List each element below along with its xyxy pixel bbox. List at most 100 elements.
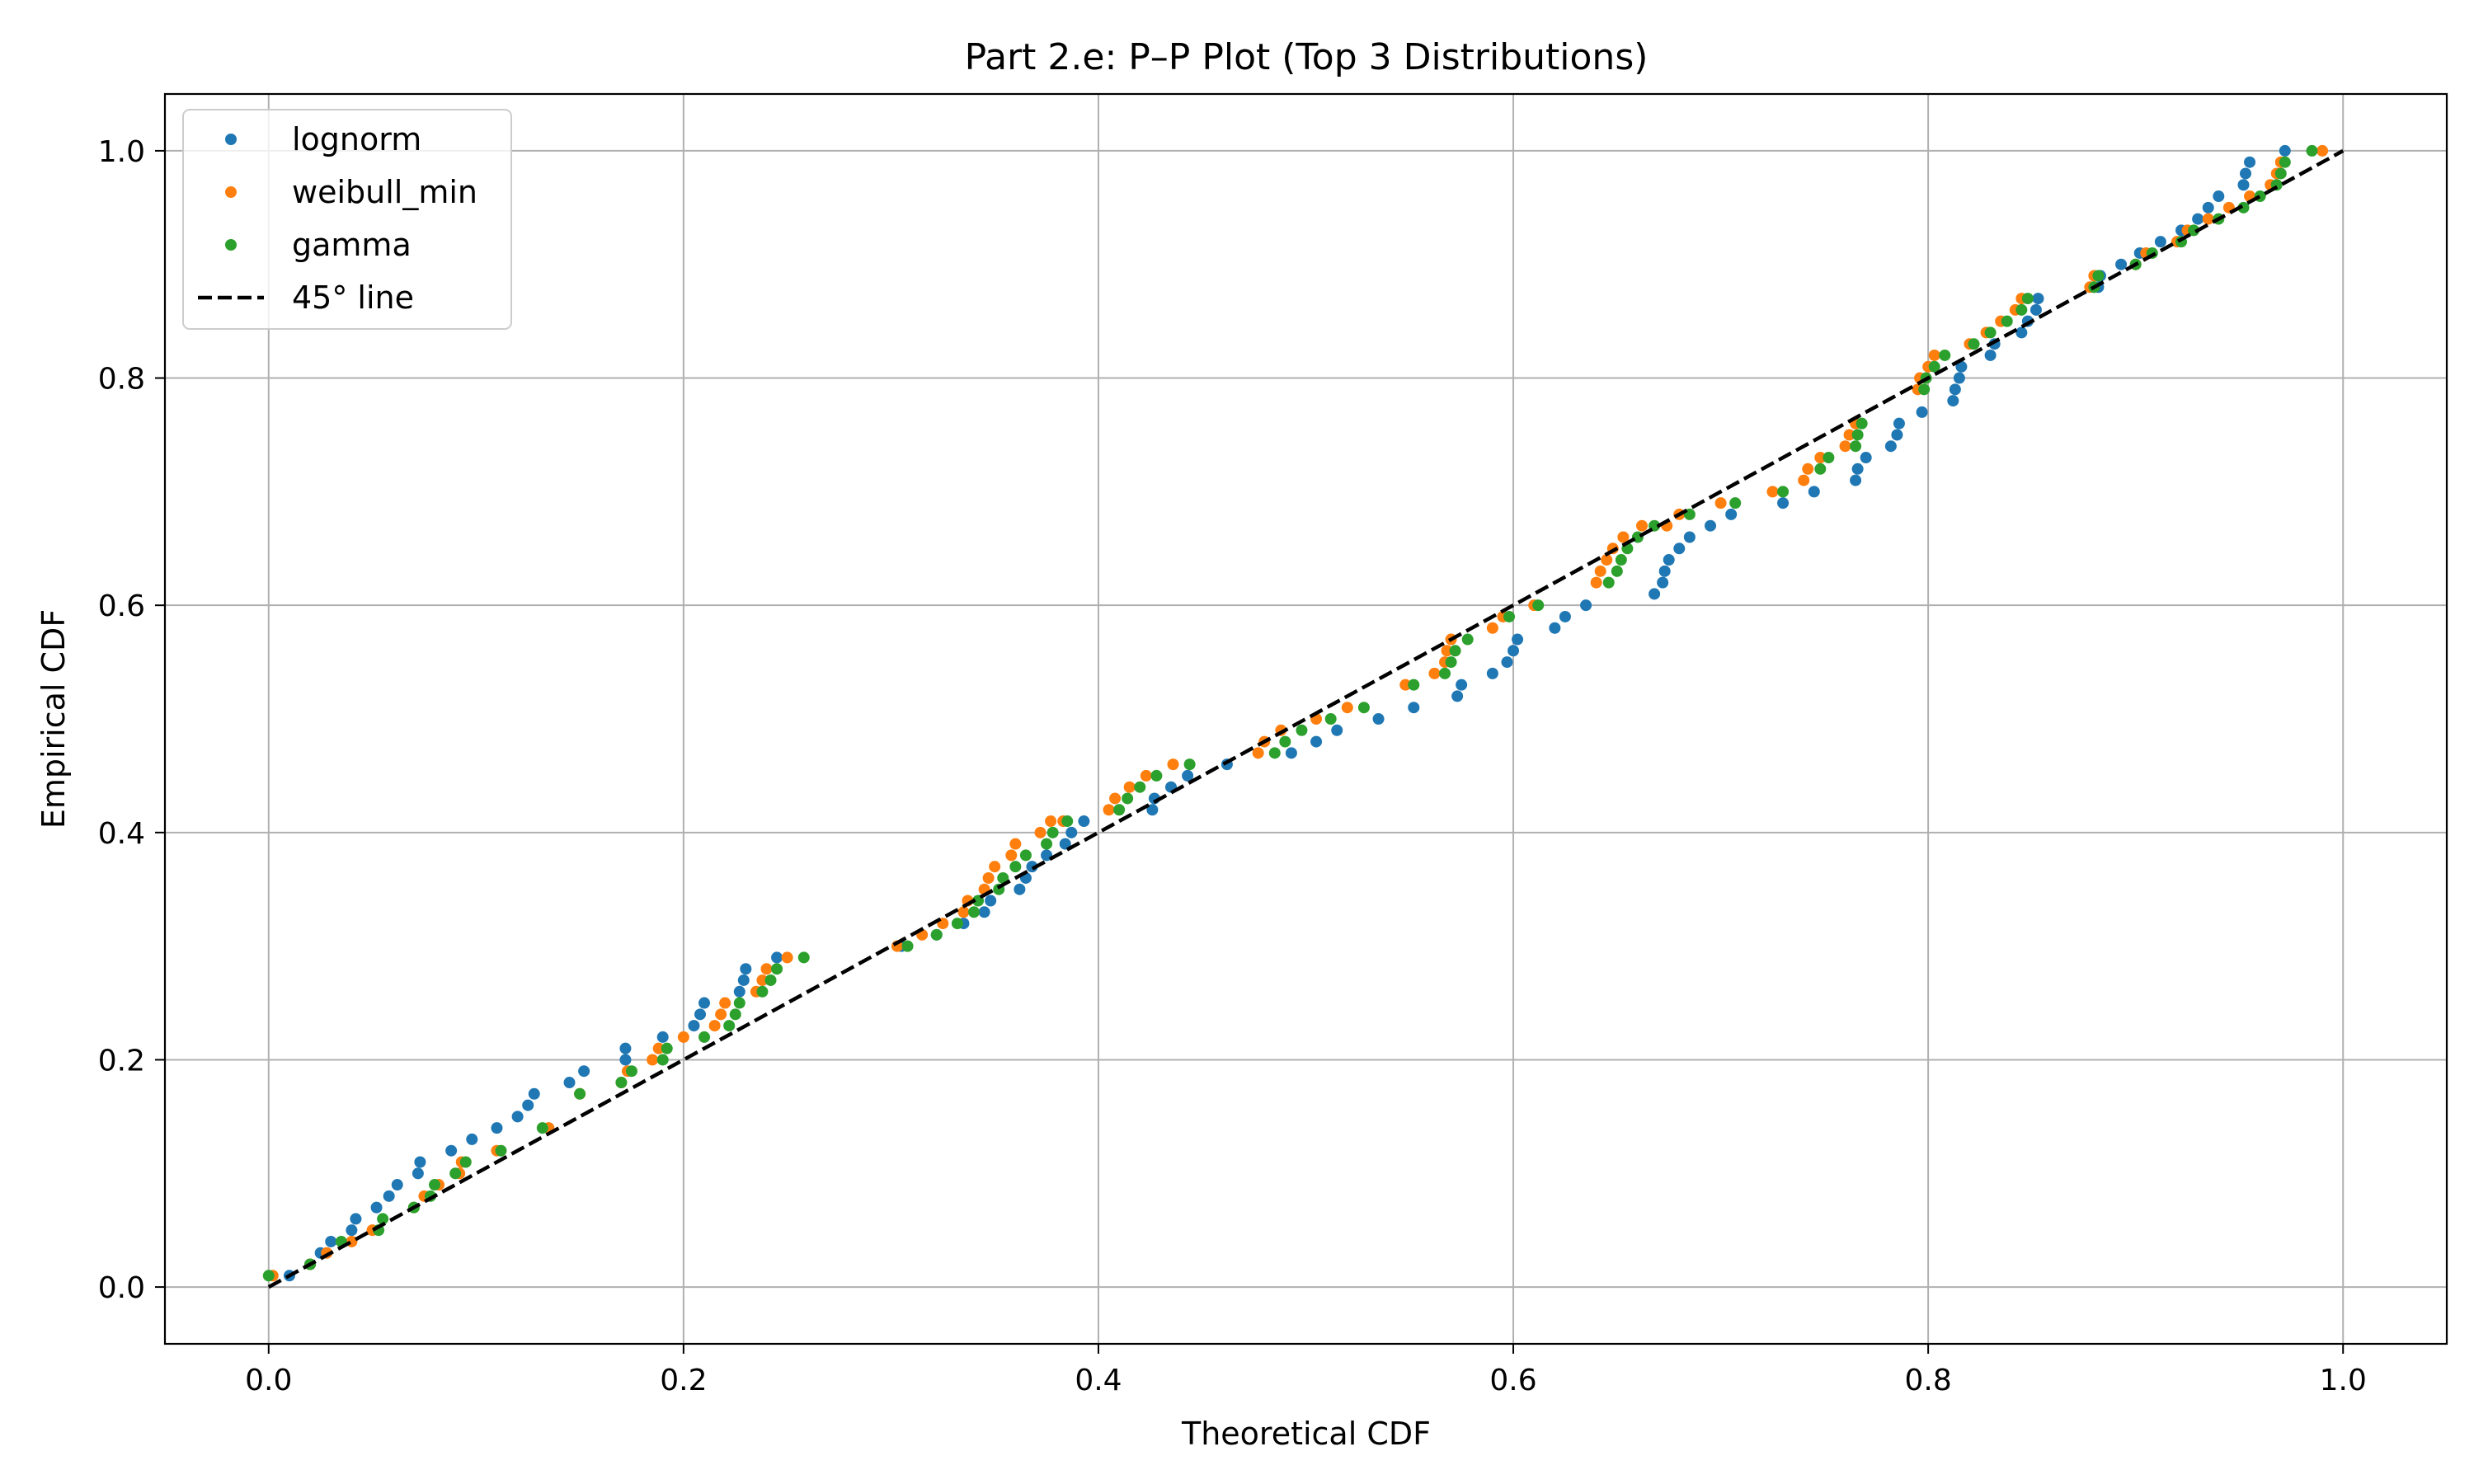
lognorm-point-97 <box>2240 167 2252 180</box>
lognorm-point-79 <box>1953 372 1965 384</box>
gamma-point-53 <box>1532 599 1545 612</box>
gamma-point-10 <box>495 1144 507 1157</box>
lognorm-point-10 <box>414 1156 426 1168</box>
gamma-point-71 <box>1939 349 1951 361</box>
weibull_min-point-33 <box>1005 849 1018 862</box>
gamma-point-15 <box>656 1054 669 1066</box>
lognorm-point-27 <box>740 963 752 975</box>
weibull_min-point-65 <box>1766 486 1779 498</box>
gamma-point-14 <box>625 1065 637 1078</box>
gamma-point-55 <box>1611 565 1623 577</box>
lognorm-point-20 <box>619 1042 632 1054</box>
gamma-point-82 <box>2188 224 2200 237</box>
lognorm-point-22 <box>688 1020 700 1032</box>
gamma-point-64 <box>1823 452 1835 464</box>
weibull_min-point-18 <box>708 1020 721 1032</box>
lognorm-point-51 <box>1451 690 1464 702</box>
weibull_min-point-51 <box>1441 645 1453 657</box>
gamma-point-41 <box>1183 758 1196 771</box>
gamma-point-4 <box>377 1213 389 1225</box>
gamma-point-78 <box>2092 270 2105 282</box>
lognorm-point-25 <box>733 985 745 998</box>
x-axis-label: Theoretical CDF <box>1181 1416 1431 1452</box>
lognorm-point-8 <box>391 1179 403 1191</box>
gamma-point-34 <box>1041 838 1053 850</box>
gamma-point-51 <box>1461 633 1474 646</box>
lognorm-point-15 <box>522 1099 534 1111</box>
gamma-point-48 <box>1439 667 1451 679</box>
gamma-point-17 <box>698 1031 711 1043</box>
weibull_min-point-19 <box>715 1008 727 1021</box>
gamma-point-28 <box>968 906 981 918</box>
weibull_min-point-36 <box>1045 815 1057 828</box>
lognorm-point-14 <box>511 1111 524 1123</box>
lognorm-point-73 <box>1884 440 1897 453</box>
gamma-point-87 <box>2274 167 2287 180</box>
lognorm-point-94 <box>2202 201 2214 214</box>
gamma-point-31 <box>997 871 1009 884</box>
gamma-point-42 <box>1268 747 1281 759</box>
gamma-point-84 <box>2237 201 2250 214</box>
gamma-point-23 <box>771 963 783 975</box>
lognorm-point-24 <box>698 997 711 1009</box>
lognorm-point-70 <box>1850 474 1862 486</box>
lognorm-point-36 <box>1026 861 1038 873</box>
gamma-point-37 <box>1113 804 1126 816</box>
weibull_min-point-38 <box>1103 804 1115 816</box>
lognorm-point-17 <box>563 1077 576 1089</box>
lognorm-point-33 <box>985 895 997 907</box>
weibull_min-point-41 <box>1140 769 1152 782</box>
lognorm-point-38 <box>1059 838 1071 850</box>
lognorm-point-62 <box>1658 565 1671 577</box>
gamma-point-72 <box>1968 338 1980 350</box>
x-tick-label-5: 1.0 <box>2320 1364 2367 1397</box>
gamma-point-74 <box>2001 315 2013 327</box>
weibull_min-point-66 <box>1798 474 1810 486</box>
lognorm-point-72 <box>1860 452 1872 464</box>
lognorm-point-44 <box>1182 769 1194 782</box>
lognorm-point-91 <box>2154 236 2166 248</box>
gamma-point-32 <box>1009 861 1022 873</box>
lognorm-point-99 <box>2279 144 2291 157</box>
gamma-point-52 <box>1503 610 1516 622</box>
lognorm-point-7 <box>383 1190 395 1202</box>
gamma-point-67 <box>1856 417 1868 430</box>
reference-line-45 <box>267 148 2345 1289</box>
weibull_min-point-69 <box>1839 440 1851 453</box>
lognorm-point-71 <box>1851 463 1864 475</box>
legend-swatch-lognorm <box>225 134 237 145</box>
gamma-point-75 <box>2015 303 2028 316</box>
weibull_min-point-61 <box>1636 519 1649 532</box>
y-tick-label-2: 0.4 <box>98 817 145 851</box>
lognorm-point-19 <box>619 1054 632 1066</box>
lognorm-point-50 <box>1408 702 1420 714</box>
gamma-point-24 <box>797 951 810 964</box>
lognorm-point-41 <box>1146 804 1159 816</box>
weibull_min-point-56 <box>1590 576 1602 589</box>
gamma-point-73 <box>1984 326 1997 339</box>
lognorm-point-16 <box>528 1087 540 1100</box>
gamma-point-43 <box>1279 735 1291 748</box>
lognorm-point-26 <box>737 974 750 986</box>
weibull_min-point-28 <box>957 906 970 918</box>
lognorm-point-53 <box>1486 667 1498 679</box>
gamma-point-22 <box>764 974 777 986</box>
lognorm-point-9 <box>412 1167 424 1180</box>
gamma-point-38 <box>1122 792 1134 805</box>
lognorm-point-40 <box>1078 815 1090 828</box>
gamma-point-36 <box>1061 815 1074 828</box>
lognorm-point-12 <box>466 1133 478 1145</box>
lognorm-point-3 <box>325 1235 337 1247</box>
lognorm-point-83 <box>2015 326 2028 339</box>
lognorm-point-11 <box>445 1144 458 1157</box>
gamma-point-26 <box>930 928 943 941</box>
x-tick-label-0: 0.0 <box>245 1364 292 1397</box>
lognorm-point-23 <box>694 1008 706 1021</box>
gamma-point-39 <box>1134 781 1146 793</box>
legend-box <box>182 109 512 330</box>
weibull_min-point-58 <box>1601 554 1613 566</box>
plot-frame <box>163 92 2448 1345</box>
reference-line-layer <box>267 148 2345 1289</box>
data-points <box>262 144 2329 1282</box>
